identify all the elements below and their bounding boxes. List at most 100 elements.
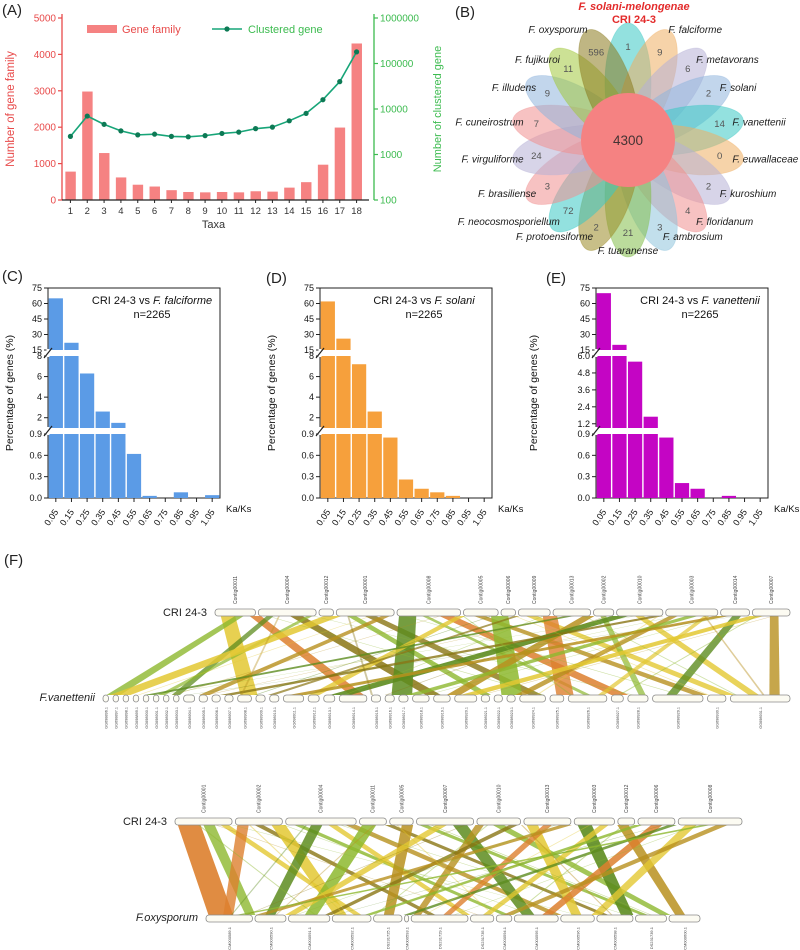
svg-text:CM000595.1: CM000595.1 (534, 926, 539, 950)
svg-text:75: 75 (304, 283, 314, 293)
x-axis-title: Ka/Ks (774, 504, 800, 515)
svg-text:0.0: 0.0 (577, 493, 590, 503)
svg-text:0.15: 0.15 (58, 507, 76, 527)
svg-text:0.05: 0.05 (314, 507, 332, 527)
svg-text:6: 6 (152, 206, 157, 217)
svg-text:F. protoensiforme: F. protoensiforme (516, 232, 594, 243)
panel-f-synteny-vanettenii: Contig00011 Contig00004 Contig00012 Contig0… (40, 575, 791, 729)
bottom-track-label: F.vanettenii (40, 692, 96, 704)
svg-text:0.9: 0.9 (577, 429, 590, 439)
svg-text:16: 16 (318, 206, 329, 217)
svg-text:DS231739.1: DS231739.1 (649, 926, 654, 949)
svg-text:3: 3 (657, 222, 662, 233)
svg-text:GG698922.1: GG698922.1 (497, 707, 501, 729)
panel-d-label: (D) (266, 270, 287, 287)
bottom-track: GG698896.1 GG698897.1 GG698898.1 GG698899.1… (102, 694, 791, 729)
svg-text:0.05: 0.05 (590, 507, 608, 527)
panel-f-synteny-oxysporum: Contig00001 Contig00002 Contig00004 Contig0… (123, 784, 743, 950)
svg-text:15: 15 (304, 345, 314, 355)
svg-text:GG698909.1: GG698909.1 (259, 707, 263, 729)
svg-text:6: 6 (309, 372, 314, 382)
svg-text:Contig00001: Contig00001 (363, 575, 369, 604)
svg-text:CM000591.1: CM000591.1 (307, 926, 312, 950)
svg-text:1000000: 1000000 (380, 14, 419, 25)
svg-text:F. euwallaceae: F. euwallaceae (732, 154, 798, 165)
left-axis-title: Number of gene family (5, 51, 17, 167)
panel-a-label: (A) (2, 2, 22, 19)
svg-text:F. brasiliense: F. brasiliense (478, 189, 537, 200)
svg-text:GG698931.1: GG698931.1 (759, 707, 763, 729)
svg-text:1.05: 1.05 (199, 507, 217, 527)
svg-text:7: 7 (534, 119, 539, 130)
svg-text:7: 7 (169, 206, 174, 217)
svg-text:F. illudens: F. illudens (492, 83, 536, 94)
svg-text:0.45: 0.45 (653, 507, 671, 527)
y-axis-title: Percentage of genes (%) (4, 335, 16, 451)
bottom-track: CM000589.1 CM000590.1 CM000591.1 CM000592.1… (205, 914, 701, 950)
panel-e-label: (E) (546, 270, 566, 287)
svg-text:4: 4 (685, 206, 690, 217)
svg-text:72: 72 (563, 206, 574, 217)
svg-text:GG698914.1: GG698914.1 (352, 707, 356, 729)
svg-text:Contig00005: Contig00005 (479, 575, 485, 604)
svg-text:0.9: 0.9 (29, 429, 42, 439)
svg-text:GG698897.1: GG698897.1 (115, 707, 119, 729)
svg-text:F. fujikuroi: F. fujikuroi (515, 55, 561, 66)
svg-text:596: 596 (588, 48, 604, 59)
x-axis: 0.050.150.250.350.450.550.650.750.850.95… (590, 498, 765, 528)
svg-text:CM000593.1: CM000593.1 (404, 926, 409, 950)
svg-text:F. tuaranense: F. tuaranense (598, 246, 659, 257)
x-axis: 0.050.150.250.350.450.550.650.750.850.95… (42, 498, 217, 528)
svg-text:CM000598.1: CM000598.1 (613, 926, 618, 950)
svg-text:Contig00012: Contig00012 (324, 575, 330, 604)
svg-text:5000: 5000 (34, 14, 57, 25)
svg-text:GG698896.1: GG698896.1 (105, 707, 109, 729)
svg-text:0.25: 0.25 (73, 507, 91, 527)
svg-text:GG698924.1: GG698924.1 (531, 707, 535, 729)
histogram-bars (320, 301, 461, 498)
svg-text:CM000594.1: CM000594.1 (502, 926, 507, 950)
svg-text:CM000600.1: CM000600.1 (682, 926, 687, 950)
svg-text:0.3: 0.3 (29, 472, 42, 482)
svg-text:Contig00005: Contig00005 (399, 784, 405, 813)
bottom-track-label: F.oxysporum (136, 912, 198, 924)
svg-text:2: 2 (309, 413, 314, 423)
svg-text:GG698920.1: GG698920.1 (465, 707, 469, 729)
svg-text:Contig00007: Contig00007 (443, 784, 449, 813)
svg-text:45: 45 (304, 314, 314, 324)
y-axis-title: Percentage of genes (%) (528, 335, 540, 451)
gene-family-swatch (87, 25, 117, 33)
svg-text:Contig00006: Contig00006 (506, 575, 512, 604)
svg-text:Contig00002: Contig00002 (601, 575, 607, 604)
svg-text:DS231725.1: DS231725.1 (386, 926, 391, 949)
svg-text:GG698923.1: GG698923.1 (510, 707, 514, 729)
svg-text:0.45: 0.45 (377, 507, 395, 527)
svg-text:Contig00011: Contig00011 (371, 785, 377, 813)
svg-text:0.0: 0.0 (29, 493, 42, 503)
svg-text:GG698913.1: GG698913.1 (328, 707, 332, 729)
svg-text:CM000592.1: CM000592.1 (349, 926, 354, 950)
histogram-bars (596, 293, 737, 498)
svg-text:0.65: 0.65 (408, 507, 426, 527)
top-track-label: CRI 24-3 (163, 607, 207, 619)
panel-c-histogram: 153045607524680.00.30.60.90.050.150.250.… (4, 283, 252, 528)
svg-text:DS231735.1: DS231735.1 (480, 926, 485, 949)
svg-text:17: 17 (334, 206, 345, 217)
svg-text:45: 45 (32, 314, 42, 324)
svg-text:Contig00009: Contig00009 (532, 575, 538, 604)
svg-text:0.75: 0.75 (700, 507, 718, 527)
synteny-ribbons (177, 825, 728, 915)
synteny-ribbons (106, 616, 780, 695)
svg-text:4000: 4000 (34, 50, 57, 61)
svg-text:3: 3 (101, 206, 106, 217)
core-value: 4300 (613, 133, 643, 148)
svg-text:4: 4 (37, 392, 42, 402)
svg-text:GG698898.1: GG698898.1 (125, 707, 129, 729)
svg-text:CRI 24-3: CRI 24-3 (612, 14, 656, 26)
svg-text:0.95: 0.95 (731, 507, 749, 527)
svg-text:Contig00008: Contig00008 (708, 784, 714, 813)
svg-text:0.55: 0.55 (392, 507, 410, 527)
y-axis: 15 30 45 60 75 1.2 2.4 3.6 4.8 6.0 0.0 0.3 0.6 0.9 (577, 283, 601, 503)
svg-text:0.25: 0.25 (345, 507, 363, 527)
